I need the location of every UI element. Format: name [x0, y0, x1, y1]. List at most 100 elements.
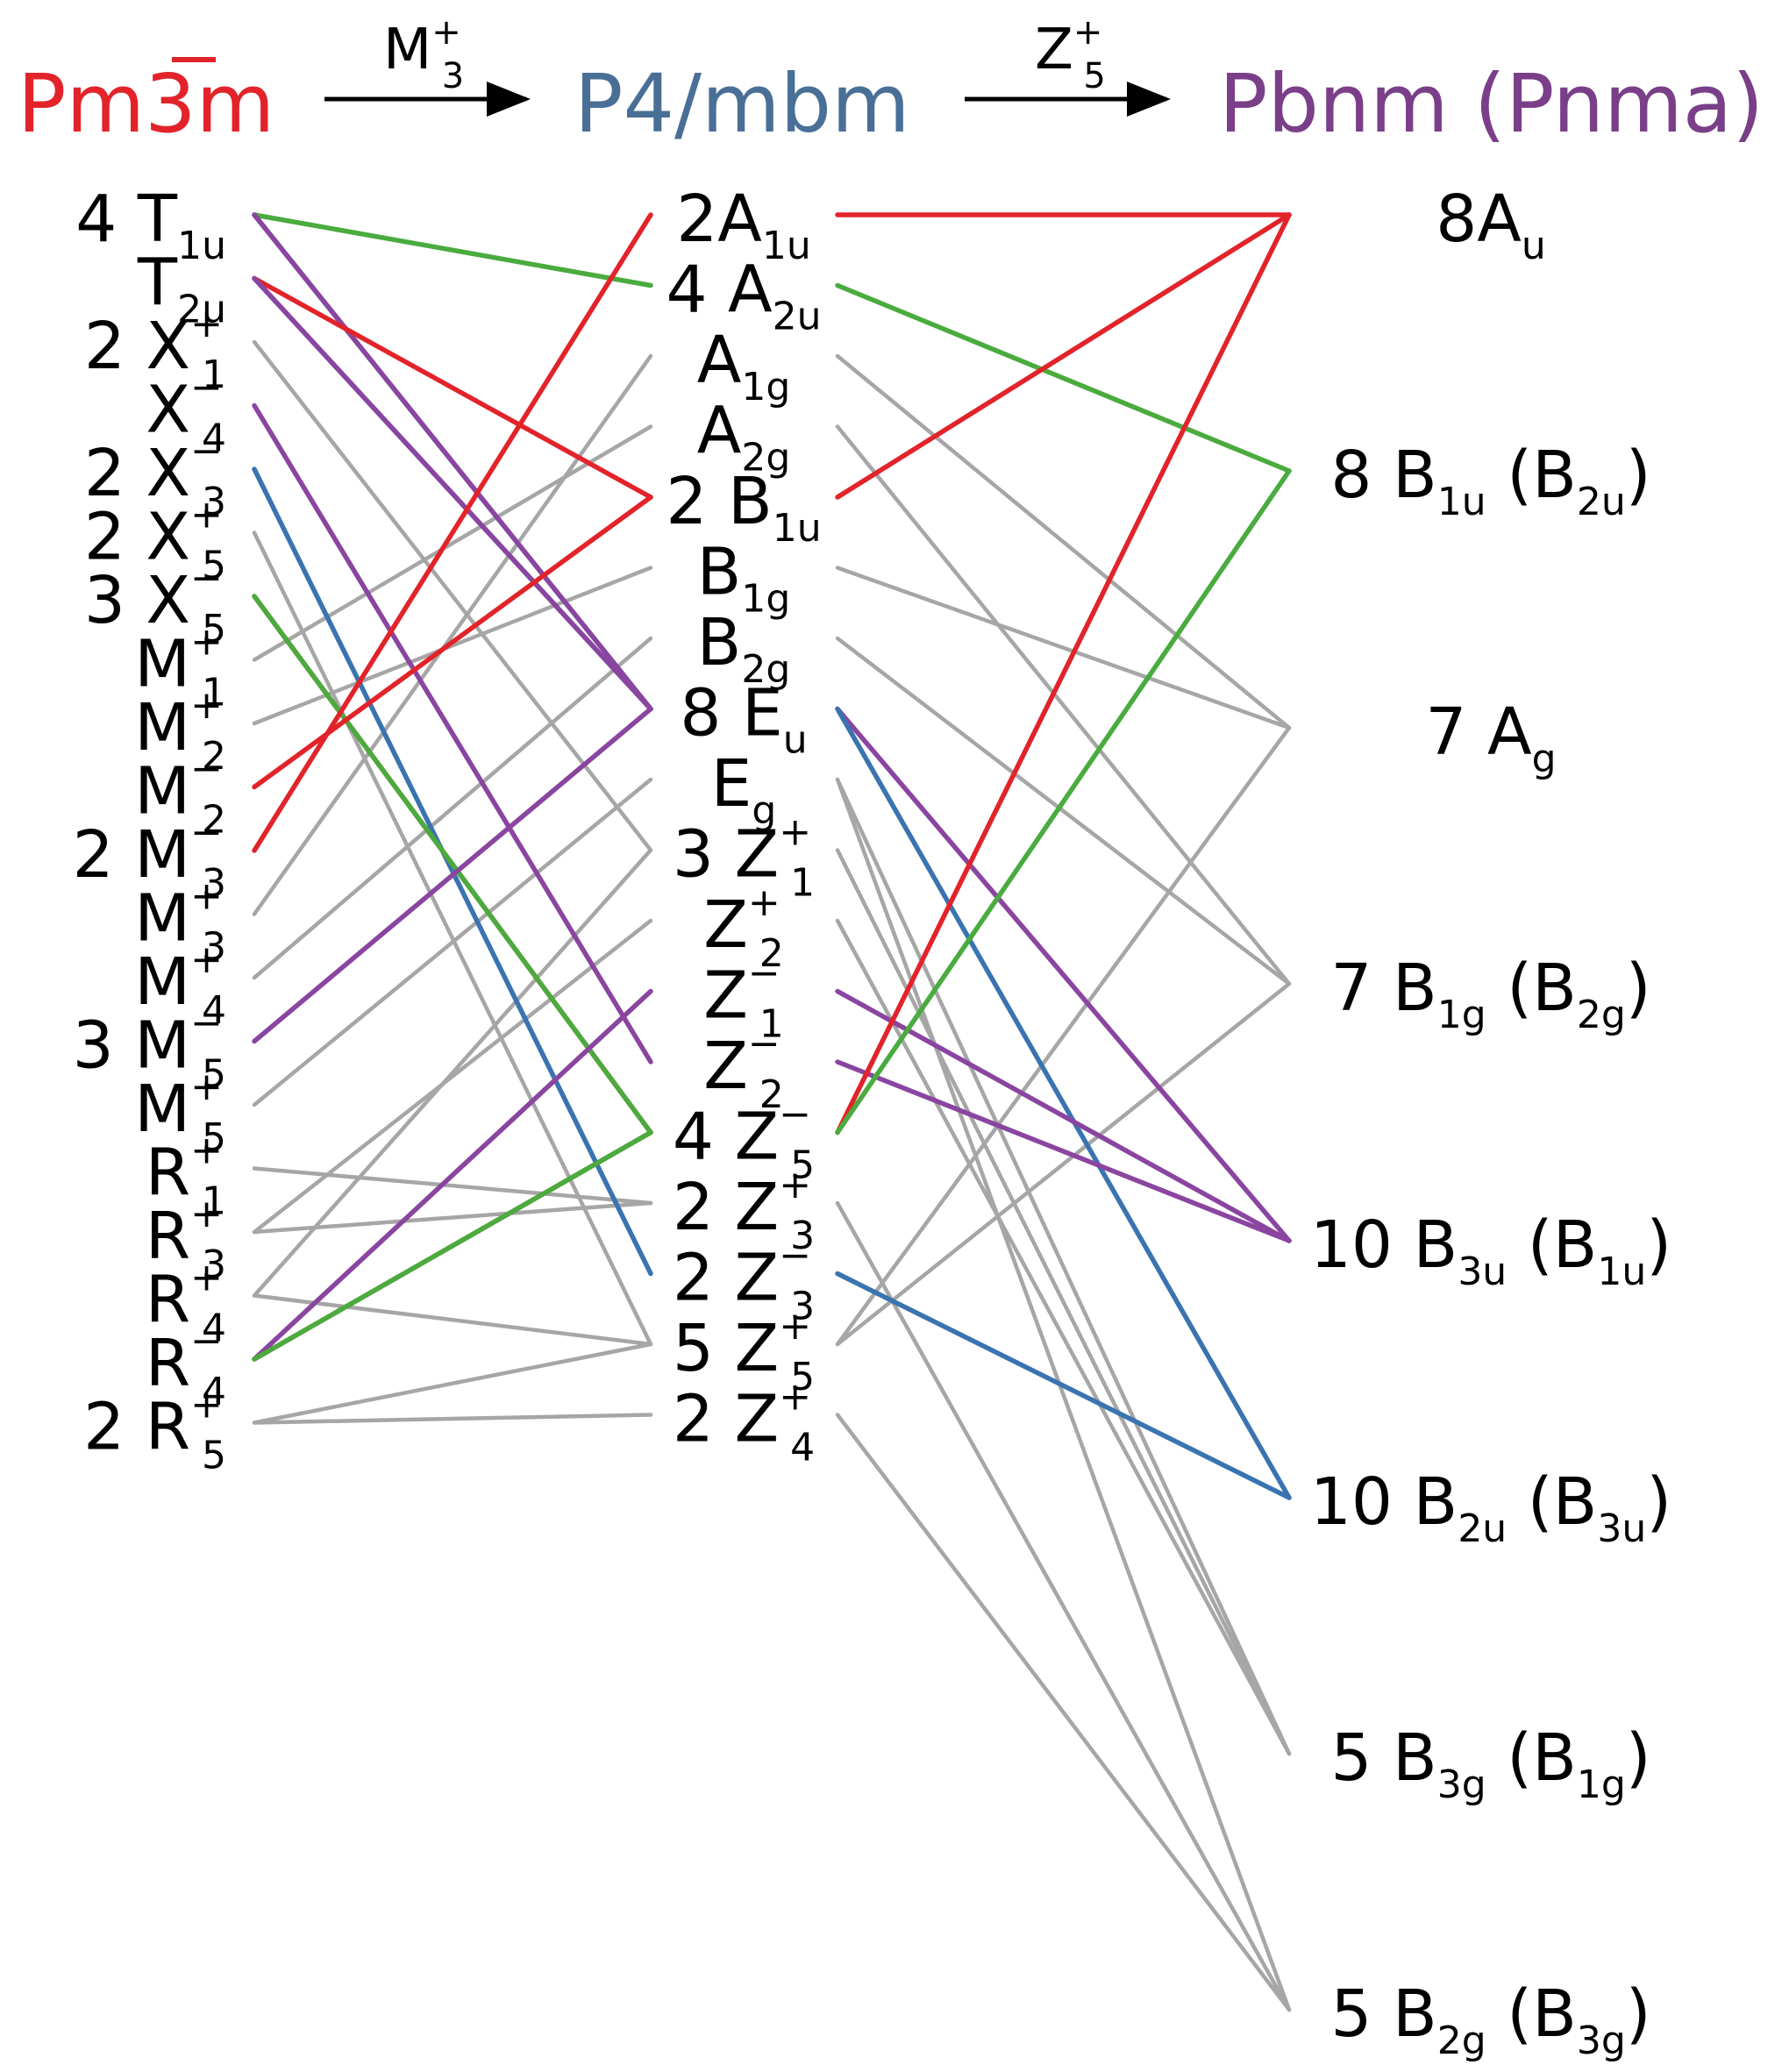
cubic-irrep-L15: R+1​	[146, 1129, 226, 1224]
link-L4-M15	[252, 466, 653, 1277]
cubic-irrep-L5: 2 X+5​	[84, 493, 226, 588]
link-M9-R6	[835, 848, 1292, 1756]
tetragonal-irrep-M2: A1g​	[697, 323, 791, 409]
cubic-irrep-L7: M+1​	[134, 620, 226, 716]
link-L8-M5	[252, 566, 653, 726]
link-L9-M4	[252, 495, 653, 790]
link-L1-M4	[252, 275, 653, 500]
transition-arrow-1: M+ 3	[324, 12, 531, 117]
link-M2-R2	[835, 353, 1292, 730]
cubic-irrep-L16: R+3​	[146, 1192, 226, 1287]
link-L0-M1	[252, 212, 653, 288]
tetragonal-irrep-M3: A2g​	[697, 394, 791, 481]
tetragonal-irrep-M8: Eg​	[711, 746, 777, 833]
transition-label-2: Z+ 5	[1035, 12, 1106, 96]
link-M11-R4	[835, 988, 1292, 1243]
tetragonal-irrep-M7: 8 Eu​	[680, 676, 807, 763]
orthorhombic-irrep-R2: 7 Ag​	[1425, 694, 1556, 781]
link-L19-M16	[252, 1342, 653, 1425]
cubic-irrep-L12: M+4​	[134, 937, 226, 1033]
correlation-lines	[252, 212, 1292, 2012]
cubic-irrep-L6: 3 X−5​	[84, 556, 226, 652]
link-L7-M3	[252, 424, 653, 662]
link-M14-R7	[835, 1200, 1292, 2012]
orthorhombic-irrep-R3: 7 B1g​ (B2g)	[1330, 951, 1650, 1037]
link-L1-M7	[252, 275, 653, 712]
orthorhombic-irrep-column: 8Au​ 8 B1u​ (B2u) 7 Ag​ 7 B1g​ (B2g) 10 B3u​…	[1310, 182, 1672, 2063]
link-L11-M2	[252, 353, 653, 916]
link-L16-M10	[252, 918, 653, 1235]
cubic-group-header: Pm3m	[18, 57, 274, 151]
link-M17-R7	[835, 1413, 1292, 2012]
tetragonal-irrep-M6: B2g​	[697, 605, 791, 692]
link-L6-M13	[252, 594, 653, 1136]
tetragonal-irrep-M9: 3 Z+1​	[673, 810, 815, 906]
tetragonal-irrep-column: 2A1u​4 A2u​A1g​A2g​2 B1u​B1g​B2g​8 Eu​Eg…	[666, 182, 821, 1470]
cubic-irrep-L13: 3 M−5​	[73, 1001, 226, 1097]
cubic-irrep-L10: 2 M−3​	[73, 810, 226, 906]
cubic-irrep-L14: M+5​	[134, 1064, 226, 1160]
link-M16-R3	[835, 981, 1292, 1347]
orthorhombic-irrep-R0: 8Au​	[1436, 182, 1546, 268]
link-M3-R3	[835, 424, 1292, 986]
tetragonal-irrep-M14: 2 Z+3​	[673, 1163, 815, 1258]
link-L12-M6	[252, 636, 653, 980]
link-M16-R2	[835, 725, 1292, 1347]
link-L17-M9	[252, 848, 653, 1298]
cubic-irrep-L18: R−4​	[146, 1319, 226, 1414]
link-M13-R0	[835, 212, 1292, 1136]
cubic-irrep-L8: M+2​	[134, 683, 226, 779]
link-L16-M14	[252, 1200, 653, 1235]
link-L14-M8	[252, 777, 653, 1107]
orthorhombic-irrep-R5: 10 B2u​ (B3u)	[1310, 1464, 1672, 1551]
link-L3-M12	[252, 402, 653, 1064]
tetragonal-irrep-M1: 4 A2u​	[666, 253, 821, 339]
link-M7-R4	[835, 706, 1292, 1243]
cubic-irrep-L9: M−2​	[134, 747, 226, 843]
tetragonal-irrep-M5: B1g​	[697, 535, 791, 622]
tetragonal-irrep-M13: 4 Z−5​	[673, 1093, 815, 1188]
tetragonal-irrep-M12: Z−2​	[703, 1022, 784, 1117]
tetragonal-irrep-M10: Z+2​	[703, 880, 784, 976]
link-L17-M16	[252, 1293, 653, 1347]
link-M5-R2	[835, 566, 1292, 730]
tetragonal-irrep-M4: 2 B1u​	[666, 464, 821, 551]
link-L19-M17	[252, 1413, 653, 1425]
link-L13-M7	[252, 706, 653, 1044]
link-M6-R3	[835, 636, 1292, 986]
orthorhombic-irrep-R6: 5 B3g​ (B1g)	[1330, 1720, 1650, 1807]
link-M15-R5	[835, 1271, 1292, 1500]
orthorhombic-irrep-R7: 5 B2g​ (B3g)	[1330, 1976, 1650, 2063]
transition-label-1: M+ 3	[383, 12, 464, 96]
cubic-irrep-L0: 4 T1u​	[75, 182, 226, 268]
orthorhombic-irrep-R4: 10 B3u​ (B1u)	[1310, 1207, 1672, 1294]
cubic-irrep-L4: 2 X−3​	[84, 429, 226, 524]
link-M12-R4	[835, 1059, 1292, 1243]
link-L2-M9	[252, 339, 653, 852]
link-M8-R7	[835, 777, 1292, 2012]
tetragonal-irrep-M0: 2A1u​	[676, 182, 811, 268]
tetragonal-irrep-M17: 2 Z+4​	[673, 1375, 815, 1470]
cubic-irrep-column: 4 T1u​T2u​2 X+1​X−4​2 X−3​2 X+5​3 X−5​M+…	[73, 182, 226, 1478]
link-M4-R0	[835, 212, 1292, 500]
link-M13-R1	[835, 468, 1292, 1136]
link-L15-M14	[252, 1166, 653, 1206]
link-M8-R6	[835, 777, 1292, 1756]
link-L18-M11	[252, 988, 653, 1362]
orthorhombic-irrep-R1: 8 B1u​ (B2u)	[1330, 438, 1650, 524]
link-L0-M7	[252, 212, 653, 712]
cubic-irrep-L2: 2 X+1​	[84, 302, 226, 397]
cubic-irrep-L17: R+4​	[146, 1256, 226, 1351]
tetragonal-group-header: P4/mbm	[574, 57, 910, 151]
cubic-irrep-L1: T2u​	[137, 246, 226, 332]
link-M10-R6	[835, 918, 1292, 1756]
link-L5-M16	[252, 530, 653, 1347]
tetragonal-irrep-M15: 2 Z−3​	[673, 1234, 815, 1329]
link-M1-R1	[835, 282, 1292, 473]
link-L18-M13	[252, 1129, 653, 1362]
cubic-irrep-L11: M+3​	[134, 874, 226, 970]
link-L10-M0	[252, 212, 653, 853]
tetragonal-irrep-M11: Z−1​	[703, 951, 784, 1047]
